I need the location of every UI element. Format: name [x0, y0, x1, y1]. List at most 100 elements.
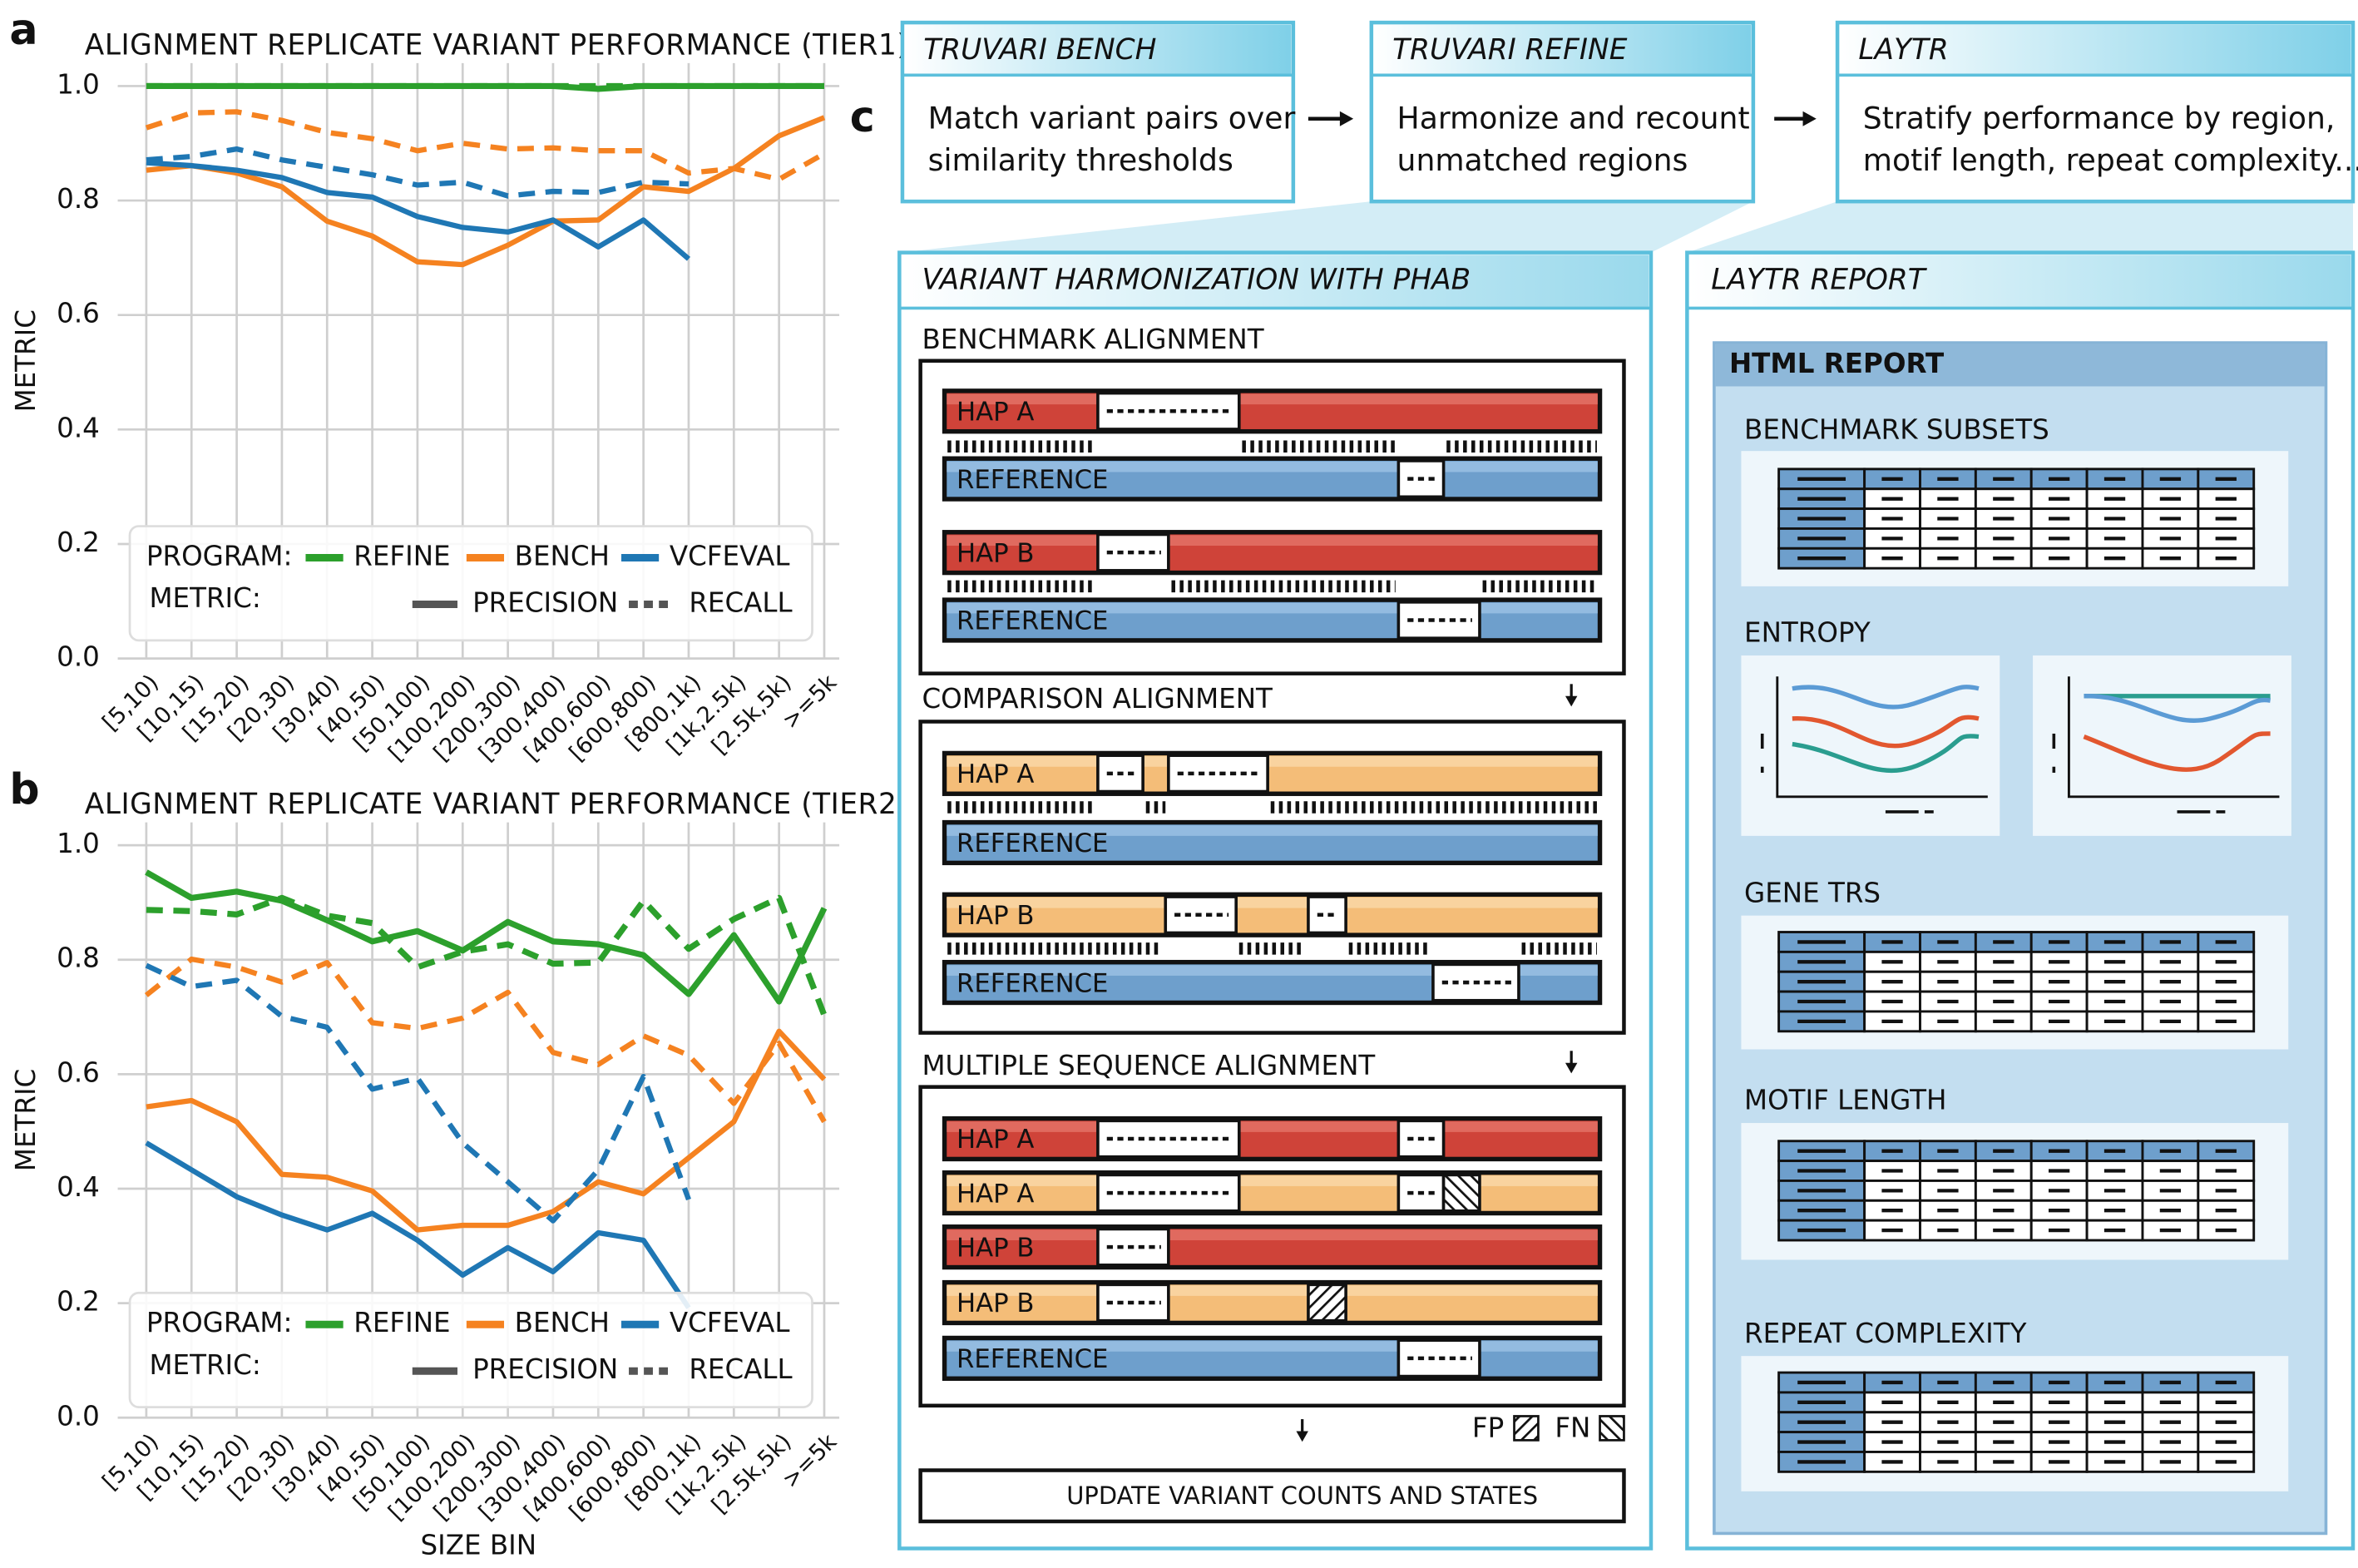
data-line: [145, 1140, 691, 1309]
line-chart: b ALIGNMENT REPLICATE VARIANT PERFORMANCE…: [9, 764, 907, 1561]
track-label: HAP A: [957, 1125, 1034, 1155]
track-label: HAP B: [957, 1233, 1034, 1263]
data-line: [146, 1028, 827, 1233]
track-label: HAP A: [957, 1179, 1034, 1209]
mini-axes: [1776, 676, 1988, 799]
panel-label: a: [9, 5, 37, 54]
y-axis-label: METRIC: [10, 309, 42, 412]
track-highlight: [947, 1175, 1598, 1186]
legend-label: PRECISION: [472, 587, 618, 619]
legend-label: RECALL: [689, 1353, 792, 1385]
legend-label: VCFEVAL: [670, 541, 790, 572]
data-line: [145, 869, 828, 1005]
mini-curve: [2083, 731, 2271, 772]
y-tick-label: 1.0: [57, 68, 100, 100]
step-text: unmatched regions: [1397, 142, 1688, 178]
track-label: HAP A: [957, 759, 1034, 789]
legend-label: VCFEVAL: [670, 1307, 790, 1338]
y-axis-label: METRIC: [10, 1069, 42, 1171]
section-title: MOTIF LENGTH: [1744, 1085, 1946, 1116]
x-axis-label: SIZE BIN: [420, 1530, 536, 1561]
track-label: HAP B: [957, 1289, 1034, 1318]
legend-title: METRIC:: [150, 582, 261, 614]
track-highlight: [947, 825, 1598, 836]
track-highlight: [947, 1285, 1598, 1296]
arrow-head: [1339, 111, 1354, 126]
legend-hatch: [1599, 1415, 1625, 1442]
panel-title: VARIANT HARMONIZATION WITH PHAB: [922, 263, 1471, 296]
track-highlight: [947, 1229, 1598, 1241]
track-highlight: [947, 756, 1598, 767]
track-highlight: [947, 393, 1598, 405]
charts: a ALIGNMENT REPLICATE VARIANT PERFORMANCE…: [9, 5, 908, 1561]
section-title: REPEAT COMPLEXITY: [1744, 1318, 2027, 1349]
track-highlight: [947, 1121, 1598, 1132]
legend-title: PROGRAM:: [146, 1307, 293, 1338]
card: [2033, 655, 2291, 836]
track-label: REFERENCE: [957, 968, 1108, 998]
arrow-head: [1296, 1431, 1308, 1442]
arrow-head: [1565, 1062, 1578, 1074]
step-text: Harmonize and recount: [1397, 101, 1750, 136]
track-label: HAP B: [957, 538, 1034, 568]
line-chart: a ALIGNMENT REPLICATE VARIANT PERFORMANCE…: [9, 5, 908, 766]
legend-label: FN: [1555, 1412, 1590, 1444]
chart-title: ALIGNMENT REPLICATE VARIANT PERFORMANCE …: [85, 29, 908, 62]
legend-label: REFINE: [353, 1307, 450, 1338]
step-header: [1839, 24, 2351, 75]
data-line: [146, 115, 826, 268]
track-label: REFERENCE: [957, 465, 1108, 495]
footer-text: UPDATE VARIANT COUNTS AND STATES: [1066, 1481, 1538, 1510]
panel-header: [1689, 255, 2351, 308]
legend-hatch: [1513, 1415, 1540, 1442]
legend-label: BENCH: [515, 1307, 610, 1338]
step-text: motif length, repeat complexity...: [1863, 142, 2358, 178]
step-header: [1373, 24, 1752, 75]
section-title: COMPARISON ALIGNMENT: [922, 683, 1273, 715]
y-tick-label: 0.6: [57, 298, 100, 329]
data-line: [145, 109, 826, 182]
legend-label: PRECISION: [472, 1353, 618, 1385]
step-header: [904, 24, 1292, 75]
data-line: [146, 160, 691, 261]
legend-label: FP: [1472, 1412, 1504, 1444]
y-tick-label: 1.0: [57, 828, 100, 859]
track-label: REFERENCE: [957, 606, 1108, 636]
step-title: LAYTR: [1858, 33, 1948, 67]
step-title: TRUVARI REFINE: [1392, 33, 1628, 67]
track-highlight: [947, 897, 1598, 908]
track-highlight: [947, 535, 1598, 547]
y-tick-label: 0.6: [57, 1056, 100, 1088]
hatch: [1307, 1283, 1347, 1323]
hatch: [1441, 1173, 1481, 1213]
track-label: REFERENCE: [957, 829, 1108, 858]
section-title: MULTIPLE SEQUENCE ALIGNMENT: [922, 1050, 1375, 1081]
section-title: BENCHMARK ALIGNMENT: [922, 324, 1263, 355]
mini-curve: [1792, 734, 1980, 774]
gap: [1307, 895, 1347, 935]
y-tick-label: 0.2: [57, 527, 100, 558]
legend-label: RECALL: [689, 587, 792, 619]
mini-curve: [2084, 694, 2271, 723]
panel-label: b: [9, 764, 39, 814]
step-title: TRUVARI BENCH: [923, 33, 1156, 67]
y-tick-label: 0.2: [57, 1286, 100, 1318]
mini-axes: [2067, 676, 2280, 799]
card: [1741, 655, 2000, 836]
data-line: [146, 146, 690, 199]
data-line: [146, 894, 828, 1016]
track-label: HAP A: [957, 398, 1034, 428]
track-label: REFERENCE: [957, 1344, 1108, 1374]
legend-label: BENCH: [515, 541, 610, 572]
arrow-head: [1802, 111, 1817, 126]
y-tick-label: 0.0: [57, 1400, 100, 1432]
mini-curve: [1792, 715, 1980, 749]
panel-header: [902, 255, 1649, 308]
report-header: [1715, 344, 2325, 387]
step-text: similarity thresholds: [928, 142, 1233, 178]
diagram: c TRUVARI BENCH Match variant pairs over si…: [850, 20, 2358, 1551]
panel-title: LAYTR REPORT: [1711, 263, 1927, 296]
track-label: HAP B: [957, 901, 1034, 931]
report-title: HTML REPORT: [1729, 348, 1944, 379]
